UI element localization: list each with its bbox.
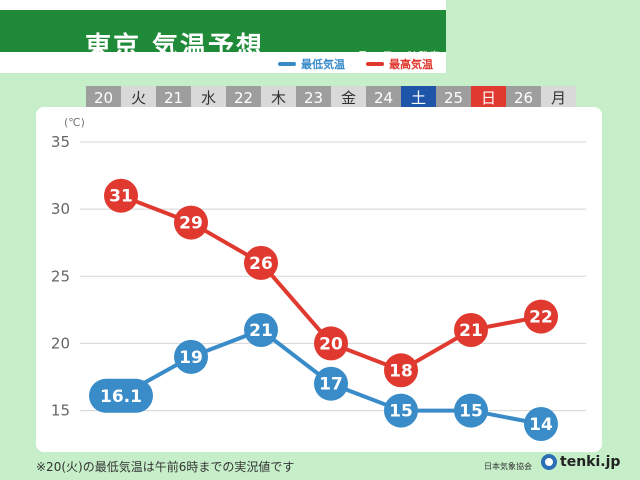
agency-name: 日本気象協会 bbox=[484, 462, 532, 471]
data-point bbox=[454, 313, 488, 347]
data-label: 22 bbox=[529, 308, 553, 328]
data-label: 14 bbox=[529, 415, 553, 435]
y-tick-label: 15 bbox=[51, 402, 70, 420]
day-number: 22 bbox=[226, 86, 261, 110]
day-cell: 20 火 bbox=[86, 86, 156, 110]
data-point bbox=[244, 245, 278, 280]
day-cell: 26 月 bbox=[506, 86, 576, 110]
y-tick-label: 30 bbox=[51, 200, 70, 218]
legend-max-label: 最高気温 bbox=[389, 58, 433, 71]
data-label: 26 bbox=[249, 254, 273, 274]
data-label: 15 bbox=[459, 402, 483, 422]
day-number: 25 bbox=[436, 86, 471, 110]
data-label: 29 bbox=[179, 214, 203, 234]
legend-max: 最高気温 bbox=[366, 56, 433, 72]
day-header-row: 20 火 21 水 22 木 23 金 24 土 25 日 26 月 bbox=[86, 86, 576, 110]
day-weekday: 金 bbox=[331, 86, 366, 110]
day-weekday: 火 bbox=[121, 86, 156, 110]
data-point bbox=[174, 339, 208, 374]
day-weekday: 日 bbox=[471, 86, 506, 110]
data-label: 15 bbox=[389, 402, 413, 422]
brand: tenki.jp bbox=[541, 454, 620, 470]
legend-min: 最低気温 bbox=[278, 56, 345, 72]
data-label: 20 bbox=[319, 334, 343, 354]
day-weekday: 土 bbox=[401, 86, 436, 110]
legend-max-swatch bbox=[366, 62, 384, 66]
title-bar: 東京 気温予想 5月20日04時発表 bbox=[0, 10, 446, 63]
day-number: 26 bbox=[506, 86, 541, 110]
day-cell: 21 水 bbox=[156, 86, 226, 110]
day-weekday: 月 bbox=[541, 86, 576, 110]
data-label: 17 bbox=[319, 375, 343, 395]
data-point bbox=[244, 313, 278, 347]
data-label: 19 bbox=[179, 348, 203, 368]
data-point bbox=[524, 407, 558, 441]
data-label: 16.1 bbox=[100, 387, 142, 407]
page-title: 東京 気温予想 bbox=[85, 32, 265, 62]
y-axis-unit: (℃) bbox=[64, 116, 85, 129]
title-box: 東京 気温予想 5月20日04時発表 最低気温 最高気温 bbox=[0, 0, 446, 73]
footnote: ※20(火)の最低気温は午前6時までの実況値です bbox=[36, 460, 295, 474]
day-number: 21 bbox=[156, 86, 191, 110]
data-label: 18 bbox=[389, 361, 413, 381]
data-point bbox=[314, 326, 348, 361]
data-point bbox=[524, 299, 558, 334]
data-label: 21 bbox=[249, 321, 273, 341]
tenki-logo-icon bbox=[541, 454, 557, 470]
day-cell: 24 土 bbox=[366, 86, 436, 110]
data-label: 21 bbox=[459, 321, 483, 341]
legend-min-swatch bbox=[278, 62, 296, 66]
data-point bbox=[384, 393, 418, 428]
y-tick-label: 35 bbox=[51, 133, 70, 151]
data-point bbox=[314, 366, 348, 401]
issued-time: 5月20日04時発表 bbox=[350, 50, 440, 63]
day-number: 20 bbox=[86, 86, 121, 110]
legend-min-label: 最低気温 bbox=[301, 58, 345, 71]
data-point bbox=[174, 205, 208, 240]
day-weekday: 水 bbox=[191, 86, 226, 110]
y-tick-label: 25 bbox=[51, 267, 70, 285]
day-number: 24 bbox=[366, 86, 401, 110]
brand-name: tenki.jp bbox=[560, 454, 621, 470]
day-weekday: 木 bbox=[261, 86, 296, 110]
day-cell: 25 日 bbox=[436, 86, 506, 110]
y-tick-label: 20 bbox=[51, 334, 70, 352]
data-point bbox=[89, 378, 153, 413]
data-label: 31 bbox=[109, 187, 133, 207]
data-point bbox=[384, 353, 418, 388]
data-point bbox=[454, 393, 488, 428]
day-cell: 22 木 bbox=[226, 86, 296, 110]
day-cell: 23 金 bbox=[296, 86, 366, 110]
day-number: 23 bbox=[296, 86, 331, 110]
data-point bbox=[104, 178, 138, 213]
